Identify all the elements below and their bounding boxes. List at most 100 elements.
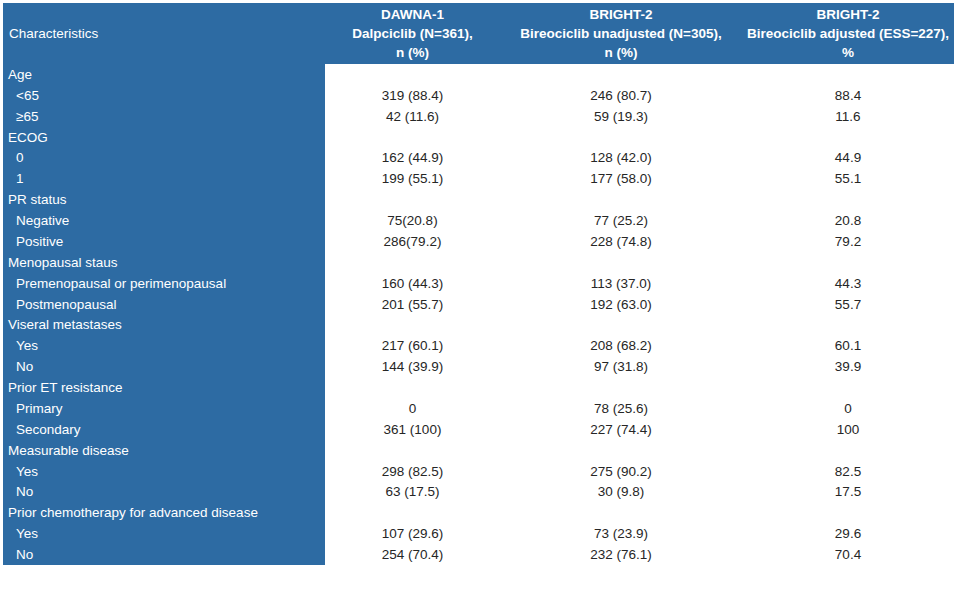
item-row: Positive286(79.2)228 (74.8)79.2 — [3, 231, 954, 252]
table-body: Age<65319 (88.4)246 (80.7)88.4≥6542 (11.… — [3, 64, 954, 565]
category-row: ECOG — [3, 127, 954, 148]
column-header-bright2-adjusted: BRIGHT-2 Bireociclib adjusted (ESS=227),… — [742, 3, 954, 64]
value-cell — [500, 189, 742, 210]
value-cell — [325, 64, 500, 85]
item-label: Negative — [3, 210, 325, 231]
value-cell — [742, 64, 954, 85]
item-label: Positive — [3, 231, 325, 252]
item-label: 0 — [3, 148, 325, 169]
item-row: Yes107 (29.6)73 (23.9)29.6 — [3, 523, 954, 544]
item-row: Negative75(20.8)77 (25.2)20.8 — [3, 210, 954, 231]
item-label: 1 — [3, 168, 325, 189]
value-cell — [325, 127, 500, 148]
header-line-unit: n (%) — [500, 43, 742, 62]
category-row: Menopausal staus — [3, 252, 954, 273]
value-cell: 217 (60.1) — [325, 335, 500, 356]
value-cell: 160 (44.3) — [325, 273, 500, 294]
baseline-characteristics-table: Characteristics DAWNA-1 Dalpciclib (N=36… — [3, 3, 954, 565]
item-row: <65319 (88.4)246 (80.7)88.4 — [3, 85, 954, 106]
item-row: Yes217 (60.1)208 (68.2)60.1 — [3, 335, 954, 356]
item-label: Postmenopausal — [3, 294, 325, 315]
column-header-bright2-unadjusted: BRIGHT-2 Bireociclib unadjusted (N=305),… — [500, 3, 742, 64]
item-label: Yes — [3, 523, 325, 544]
value-cell: 29.6 — [742, 523, 954, 544]
value-cell: 0 — [742, 398, 954, 419]
item-row: 0162 (44.9)128 (42.0)44.9 — [3, 148, 954, 169]
value-cell — [742, 127, 954, 148]
value-cell: 55.1 — [742, 168, 954, 189]
value-cell — [500, 252, 742, 273]
item-row: Primary078 (25.6)0 — [3, 398, 954, 419]
value-cell — [325, 252, 500, 273]
value-cell: 208 (68.2) — [500, 335, 742, 356]
value-cell: 199 (55.1) — [325, 168, 500, 189]
item-row: Premenopausal or perimenopausal160 (44.3… — [3, 273, 954, 294]
value-cell — [500, 127, 742, 148]
value-cell: 60.1 — [742, 335, 954, 356]
header-line-arm: Bireociclib unadjusted (N=305), — [500, 24, 742, 43]
value-cell: 70.4 — [742, 544, 954, 565]
category-label: Prior ET resistance — [3, 377, 325, 398]
value-cell: 254 (70.4) — [325, 544, 500, 565]
value-cell: 44.3 — [742, 273, 954, 294]
value-cell: 144 (39.9) — [325, 356, 500, 377]
category-label: PR status — [3, 189, 325, 210]
item-row: No63 (17.5)30 (9.8)17.5 — [3, 482, 954, 503]
category-label: Measurable disease — [3, 440, 325, 461]
value-cell — [325, 189, 500, 210]
value-cell: 246 (80.7) — [500, 85, 742, 106]
value-cell: 97 (31.8) — [500, 356, 742, 377]
category-row: Prior ET resistance — [3, 377, 954, 398]
category-row: Measurable disease — [3, 440, 954, 461]
value-cell: 39.9 — [742, 356, 954, 377]
value-cell: 286(79.2) — [325, 231, 500, 252]
value-cell: 177 (58.0) — [500, 168, 742, 189]
value-cell — [742, 315, 954, 336]
category-row: Viseral metastases — [3, 315, 954, 336]
value-cell — [742, 502, 954, 523]
item-label: No — [3, 544, 325, 565]
value-cell: 0 — [325, 398, 500, 419]
value-cell — [325, 502, 500, 523]
item-row: Yes298 (82.5)275 (90.2)82.5 — [3, 461, 954, 482]
header-line-study: BRIGHT-2 — [500, 5, 742, 24]
item-label: Yes — [3, 335, 325, 356]
item-label: ≥65 — [3, 106, 325, 127]
value-cell: 227 (74.4) — [500, 419, 742, 440]
value-cell: 75(20.8) — [325, 210, 500, 231]
value-cell — [500, 502, 742, 523]
item-row: ≥6542 (11.6)59 (19.3)11.6 — [3, 106, 954, 127]
item-label: Secondary — [3, 419, 325, 440]
category-label: ECOG — [3, 127, 325, 148]
value-cell: 128 (42.0) — [500, 148, 742, 169]
column-header-characteristics-label: Characteristics — [9, 26, 98, 41]
value-cell — [742, 189, 954, 210]
page: Characteristics DAWNA-1 Dalpciclib (N=36… — [0, 0, 959, 589]
value-cell: 319 (88.4) — [325, 85, 500, 106]
value-cell: 88.4 — [742, 85, 954, 106]
value-cell: 275 (90.2) — [500, 461, 742, 482]
value-cell: 113 (37.0) — [500, 273, 742, 294]
value-cell: 55.7 — [742, 294, 954, 315]
item-label: Primary — [3, 398, 325, 419]
category-row: Prior chemotherapy for advanced disease — [3, 502, 954, 523]
column-header-dawna1: DAWNA-1 Dalpciclib (N=361), n (%) — [325, 3, 500, 64]
column-header-characteristics: Characteristics — [3, 3, 325, 64]
value-cell — [325, 315, 500, 336]
value-cell — [500, 440, 742, 461]
value-cell: 59 (19.3) — [500, 106, 742, 127]
item-row: No144 (39.9)97 (31.8)39.9 — [3, 356, 954, 377]
value-cell: 20.8 — [742, 210, 954, 231]
category-label: Viseral metastases — [3, 315, 325, 336]
table-header-row: Characteristics DAWNA-1 Dalpciclib (N=36… — [3, 3, 954, 64]
value-cell: 11.6 — [742, 106, 954, 127]
value-cell: 42 (11.6) — [325, 106, 500, 127]
value-cell: 82.5 — [742, 461, 954, 482]
value-cell: 232 (76.1) — [500, 544, 742, 565]
item-row: No254 (70.4)232 (76.1)70.4 — [3, 544, 954, 565]
item-label: No — [3, 356, 325, 377]
category-row: PR status — [3, 189, 954, 210]
header-line-study: DAWNA-1 — [325, 5, 500, 24]
value-cell: 17.5 — [742, 482, 954, 503]
value-cell: 107 (29.6) — [325, 523, 500, 544]
